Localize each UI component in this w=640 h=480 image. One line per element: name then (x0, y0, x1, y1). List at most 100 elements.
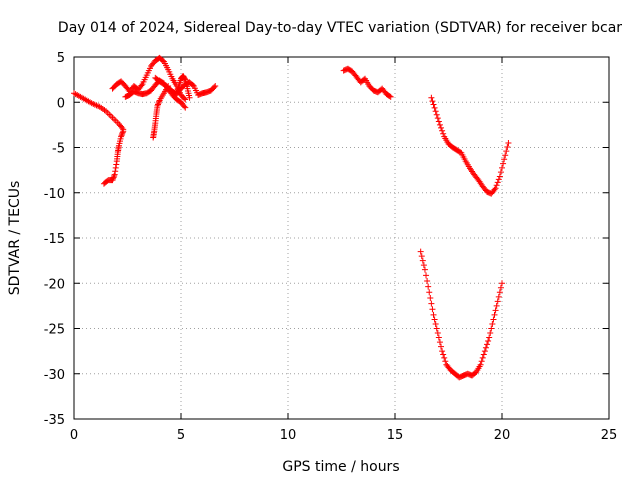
data-point (502, 152, 509, 159)
data-point (111, 171, 118, 178)
y-tick-label: 0 (57, 96, 65, 111)
data-point (432, 320, 439, 327)
data-point (424, 277, 431, 284)
x-tick-label: 25 (601, 428, 618, 443)
data-point (433, 325, 440, 332)
data-point (118, 133, 125, 140)
data-point (429, 98, 436, 105)
y-tick-label: -15 (44, 232, 65, 247)
data-point (418, 253, 425, 260)
x-tick-label: 10 (280, 428, 297, 443)
data-point (432, 108, 439, 115)
y-tick-label: -30 (44, 368, 65, 383)
grid (74, 57, 609, 419)
data-point (434, 115, 441, 122)
data-point (429, 306, 436, 313)
data-point (484, 341, 491, 348)
data-point (435, 334, 442, 341)
data-point (211, 84, 218, 91)
data-point (493, 182, 500, 189)
data-point (109, 177, 116, 184)
data-point (497, 284, 504, 291)
data-point (499, 164, 505, 171)
data-point (425, 283, 432, 290)
data-point (486, 334, 493, 341)
x-tick-label: 15 (387, 428, 404, 443)
data-point (442, 358, 449, 365)
data-point (503, 148, 510, 155)
data-point (482, 344, 489, 351)
x-tick-label: 5 (177, 428, 185, 443)
data-point (419, 257, 426, 264)
y-tick-label: -35 (44, 413, 65, 428)
data-point (428, 300, 435, 307)
data-point (505, 139, 512, 146)
data-point (119, 125, 126, 132)
data-point (504, 144, 511, 151)
data-point (488, 325, 495, 332)
series-arc-8 (340, 65, 394, 100)
series-arc-9 (428, 94, 512, 197)
series-arc-5 (150, 82, 172, 141)
data-point (112, 164, 119, 171)
chart-title: Day 014 of 2024, Sidereal Day-to-day VTE… (58, 20, 622, 36)
data-point (478, 358, 485, 365)
y-tick-label: -10 (44, 187, 65, 202)
data-point (155, 100, 162, 107)
data-point (485, 337, 492, 344)
data-point (495, 293, 502, 300)
series-arc-10 (417, 248, 505, 381)
data-point (434, 330, 441, 337)
data-point (110, 174, 117, 181)
data-point (479, 354, 486, 361)
data-point (495, 176, 502, 183)
data-point (156, 98, 163, 105)
data-point (487, 330, 494, 337)
data-point (111, 173, 118, 180)
data-points (71, 54, 512, 381)
data-point (118, 132, 125, 139)
data-point (497, 169, 504, 176)
data-point (435, 118, 442, 125)
data-point (494, 298, 501, 305)
data-point (493, 302, 500, 309)
data-point (426, 289, 433, 296)
data-point (494, 179, 501, 186)
y-tick-label: 5 (57, 51, 65, 66)
data-point (492, 185, 499, 192)
data-point (431, 104, 438, 111)
data-point (477, 361, 484, 368)
data-point (490, 316, 497, 323)
data-point (110, 175, 117, 182)
data-point (500, 160, 507, 167)
data-point (440, 351, 447, 358)
data-point (489, 320, 496, 327)
axis-ticks: 0 5 10 15 20 25 5 0 -5 -10 -15 -20 -25 -30 -35 (44, 51, 618, 443)
data-point (119, 129, 126, 136)
data-point (427, 294, 434, 301)
data-point (491, 186, 498, 193)
data-point (430, 101, 437, 108)
data-point (181, 103, 188, 110)
data-point (428, 94, 435, 101)
data-point (189, 82, 196, 89)
data-point (417, 248, 424, 255)
data-point (120, 128, 127, 135)
data-point (492, 307, 499, 314)
data-point (438, 343, 445, 350)
data-point (423, 272, 430, 279)
data-point (182, 96, 189, 103)
data-point (113, 161, 120, 168)
x-tick-label: 20 (494, 428, 511, 443)
data-point (439, 127, 446, 134)
data-point (436, 121, 443, 128)
data-point (181, 95, 188, 102)
data-point (119, 130, 126, 137)
data-point (182, 104, 189, 111)
data-point (431, 316, 438, 323)
series-arc-7 (173, 73, 193, 101)
data-point (421, 266, 428, 273)
y-tick-label: -25 (44, 323, 65, 338)
data-point (430, 311, 437, 318)
